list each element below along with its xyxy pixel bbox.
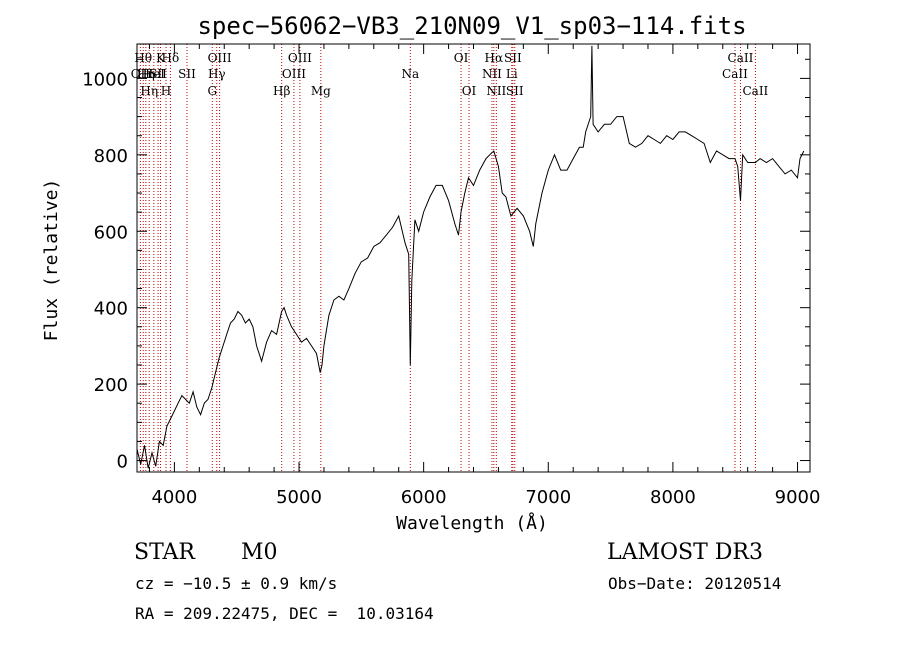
line-marker-label: H <box>161 84 171 98</box>
line-marker-label: SII <box>178 67 196 81</box>
line-marker-label: OIII <box>288 51 312 65</box>
coordinates: RA = 209.22475, DEC = 10.03164 <box>135 604 434 623</box>
line-marker-label: SII <box>506 84 524 98</box>
line-marker-label: OIII <box>208 51 232 65</box>
line-marker-label: OI <box>462 84 477 98</box>
object-class: STAR <box>134 540 195 565</box>
y-tick-label: 200 <box>94 375 128 396</box>
line-marker-label: Hη <box>137 67 155 81</box>
line-marker-label: Na <box>401 67 419 81</box>
x-tick-label: 6000 <box>401 487 447 508</box>
axis-ticks <box>137 44 810 472</box>
y-tick-label: 800 <box>94 146 128 167</box>
line-markers <box>139 44 756 472</box>
survey-name: LAMOST DR3 <box>607 540 763 565</box>
x-tick-label: 8000 <box>650 487 696 508</box>
plot-frame <box>136 43 811 473</box>
y-tick-label: 0 <box>117 452 128 473</box>
line-marker-label: CaII <box>728 51 754 65</box>
redshift-info: cz = −10.5 ± 0.9 km/s <box>135 574 338 593</box>
x-tick-label: 5000 <box>276 487 322 508</box>
x-tick-labels: 4000 5000 6000 7000 8000 9000 <box>151 487 820 508</box>
line-marker-label: NII <box>486 84 506 98</box>
line-marker-label: Hα <box>485 51 504 65</box>
x-axis-label: Wavelength (Å) <box>396 512 548 534</box>
line-marker-label: SII <box>149 67 167 81</box>
line-marker-label: Hγ <box>208 67 226 81</box>
line-marker-label: SII <box>504 51 522 65</box>
chart-title: spec−56062−VB3_210N09_V1_sp03−114.fits <box>197 12 746 40</box>
line-marker-label: K <box>156 51 166 65</box>
y-axis-label: Flux (relative) <box>41 179 62 342</box>
y-tick-label: 1000 <box>82 69 128 90</box>
line-marker-label: OII <box>131 67 151 81</box>
y-tick-label: 600 <box>94 222 128 243</box>
line-marker-label: Li <box>506 67 518 81</box>
line-marker-label: Mg <box>311 84 331 98</box>
line-marker-label: NII <box>482 67 502 81</box>
line-marker-label: OI <box>454 51 469 65</box>
line-marker-labels: OIIHθHηHηHeISIIKHHδSIIGHγOIIIHβOIIIOIIIM… <box>131 51 769 98</box>
line-marker-label: Hθ <box>134 51 152 65</box>
line-marker-label: Hη <box>140 84 158 98</box>
y-tick-label: 400 <box>94 299 128 320</box>
line-marker-label: OIII <box>282 67 306 81</box>
spectrum-line <box>136 45 805 469</box>
line-marker-label: CaII <box>722 67 748 81</box>
x-tick-label: 9000 <box>775 487 821 508</box>
object-subclass: M0 <box>241 540 278 565</box>
line-marker-label: G <box>207 84 217 98</box>
y-tick-labels: 0 200 400 600 800 1000 <box>82 69 128 472</box>
x-tick-label: 4000 <box>151 487 197 508</box>
line-marker-label: HeI <box>143 67 166 81</box>
line-marker-label: CaII <box>742 84 768 98</box>
line-marker-label: Hβ <box>273 84 290 98</box>
line-marker-label: Hδ <box>162 51 180 65</box>
x-tick-label: 7000 <box>525 487 571 508</box>
observation-date: Obs−Date: 20120514 <box>608 574 782 593</box>
